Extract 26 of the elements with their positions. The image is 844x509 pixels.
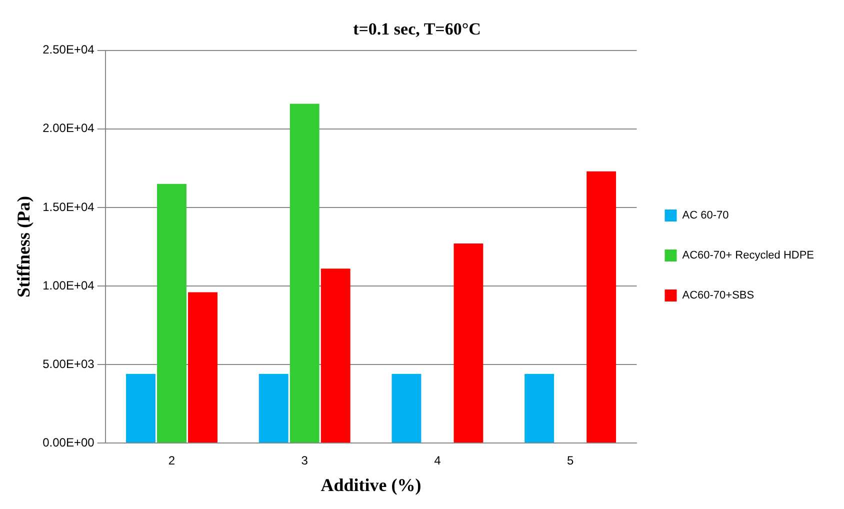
bar [586, 171, 616, 442]
bar [320, 268, 350, 442]
bar [188, 292, 218, 442]
legend-label: AC60-70+ Recycled HDPE [682, 250, 814, 262]
y-tick-label: 1.50E+04 [42, 200, 95, 214]
x-tick-label: 2 [168, 454, 176, 468]
bar [454, 244, 484, 442]
y-tick-label: 0.00E+00 [42, 435, 95, 450]
y-axis-title: Stiffness (Pa) [13, 196, 34, 298]
bar [126, 374, 156, 442]
bar [258, 374, 288, 442]
x-tick-label: 5 [566, 454, 574, 468]
bar [524, 374, 554, 442]
legend-label: AC 60-70 [682, 210, 729, 222]
x-tick-label: 4 [434, 454, 442, 468]
bar [290, 104, 320, 442]
x-axis-title: Additive (%) [320, 474, 422, 495]
legend-label: AC60-70+SBS [682, 290, 754, 302]
bar [157, 184, 186, 442]
y-tick-label: 2.00E+04 [42, 121, 95, 136]
bar [392, 374, 422, 442]
y-tick-label: 1.00E+04 [42, 278, 95, 292]
chart-title: t=0.1 sec, T=60°C [353, 20, 481, 39]
x-tick-label: 3 [301, 454, 308, 468]
y-tick-label: 2.50E+04 [42, 42, 95, 57]
y-tick-label: 5.00E+03 [42, 356, 95, 371]
